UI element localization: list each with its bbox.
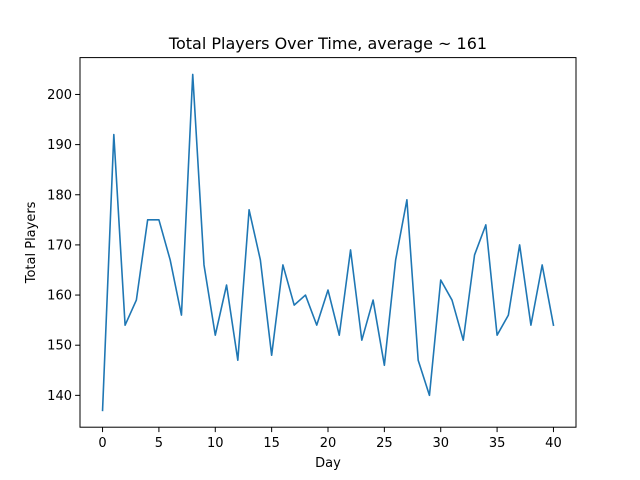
data-point bbox=[316, 324, 318, 326]
data-point bbox=[384, 364, 386, 366]
y-axis-label: Total Players bbox=[24, 201, 39, 284]
data-point bbox=[462, 339, 464, 341]
data-point bbox=[530, 324, 532, 326]
data-point bbox=[237, 359, 239, 361]
data-point bbox=[496, 334, 498, 336]
data-point bbox=[485, 224, 487, 226]
y-tick-label: 180 bbox=[47, 188, 72, 203]
y-tick-label: 170 bbox=[47, 238, 72, 253]
x-tick-label: 40 bbox=[545, 436, 562, 451]
data-point bbox=[293, 304, 295, 306]
data-point bbox=[248, 209, 250, 211]
data-point bbox=[102, 410, 104, 412]
data-point bbox=[136, 299, 138, 301]
chart-title: Total Players Over Time, average ~ 161 bbox=[168, 34, 487, 53]
x-tick-label: 20 bbox=[320, 436, 337, 451]
y-tick-label: 150 bbox=[47, 339, 72, 354]
data-point bbox=[417, 359, 419, 361]
x-tick-label: 10 bbox=[207, 436, 224, 451]
y-tick-label: 200 bbox=[47, 88, 72, 103]
data-point bbox=[226, 284, 228, 286]
data-point bbox=[406, 199, 408, 201]
data-point bbox=[282, 264, 284, 266]
data-point bbox=[372, 299, 374, 301]
x-tick-label: 0 bbox=[98, 436, 106, 451]
data-point bbox=[508, 314, 510, 316]
data-point bbox=[440, 279, 442, 281]
data-point bbox=[113, 134, 115, 136]
data-point bbox=[192, 74, 194, 76]
data-point bbox=[124, 324, 126, 326]
data-point bbox=[181, 314, 183, 316]
data-point bbox=[474, 254, 476, 256]
x-tick-label: 5 bbox=[155, 436, 163, 451]
data-point bbox=[553, 324, 555, 326]
plot-area bbox=[101, 73, 555, 412]
data-point bbox=[169, 259, 171, 261]
data-point bbox=[305, 294, 307, 296]
data-point bbox=[338, 334, 340, 336]
data-point bbox=[260, 259, 262, 261]
data-point bbox=[271, 354, 273, 356]
series-line bbox=[101, 73, 555, 412]
data-point bbox=[147, 219, 149, 221]
x-tick-label: 30 bbox=[432, 436, 449, 451]
data-point bbox=[541, 264, 543, 266]
x-tick-label: 25 bbox=[376, 436, 393, 451]
data-point bbox=[361, 339, 363, 341]
y-tick-label: 160 bbox=[47, 289, 72, 304]
data-point bbox=[203, 264, 205, 266]
x-axis-label: Day bbox=[315, 456, 341, 471]
x-tick-label: 35 bbox=[489, 436, 506, 451]
data-point bbox=[350, 249, 352, 251]
y-tick-label: 140 bbox=[47, 389, 72, 404]
data-point bbox=[327, 289, 329, 291]
data-point bbox=[429, 395, 431, 397]
y-tick-label: 190 bbox=[47, 138, 72, 153]
data-point bbox=[451, 299, 453, 301]
data-point bbox=[158, 219, 160, 221]
x-tick-label: 15 bbox=[263, 436, 280, 451]
data-point bbox=[519, 244, 521, 246]
data-point bbox=[214, 334, 216, 336]
data-point bbox=[395, 259, 397, 261]
